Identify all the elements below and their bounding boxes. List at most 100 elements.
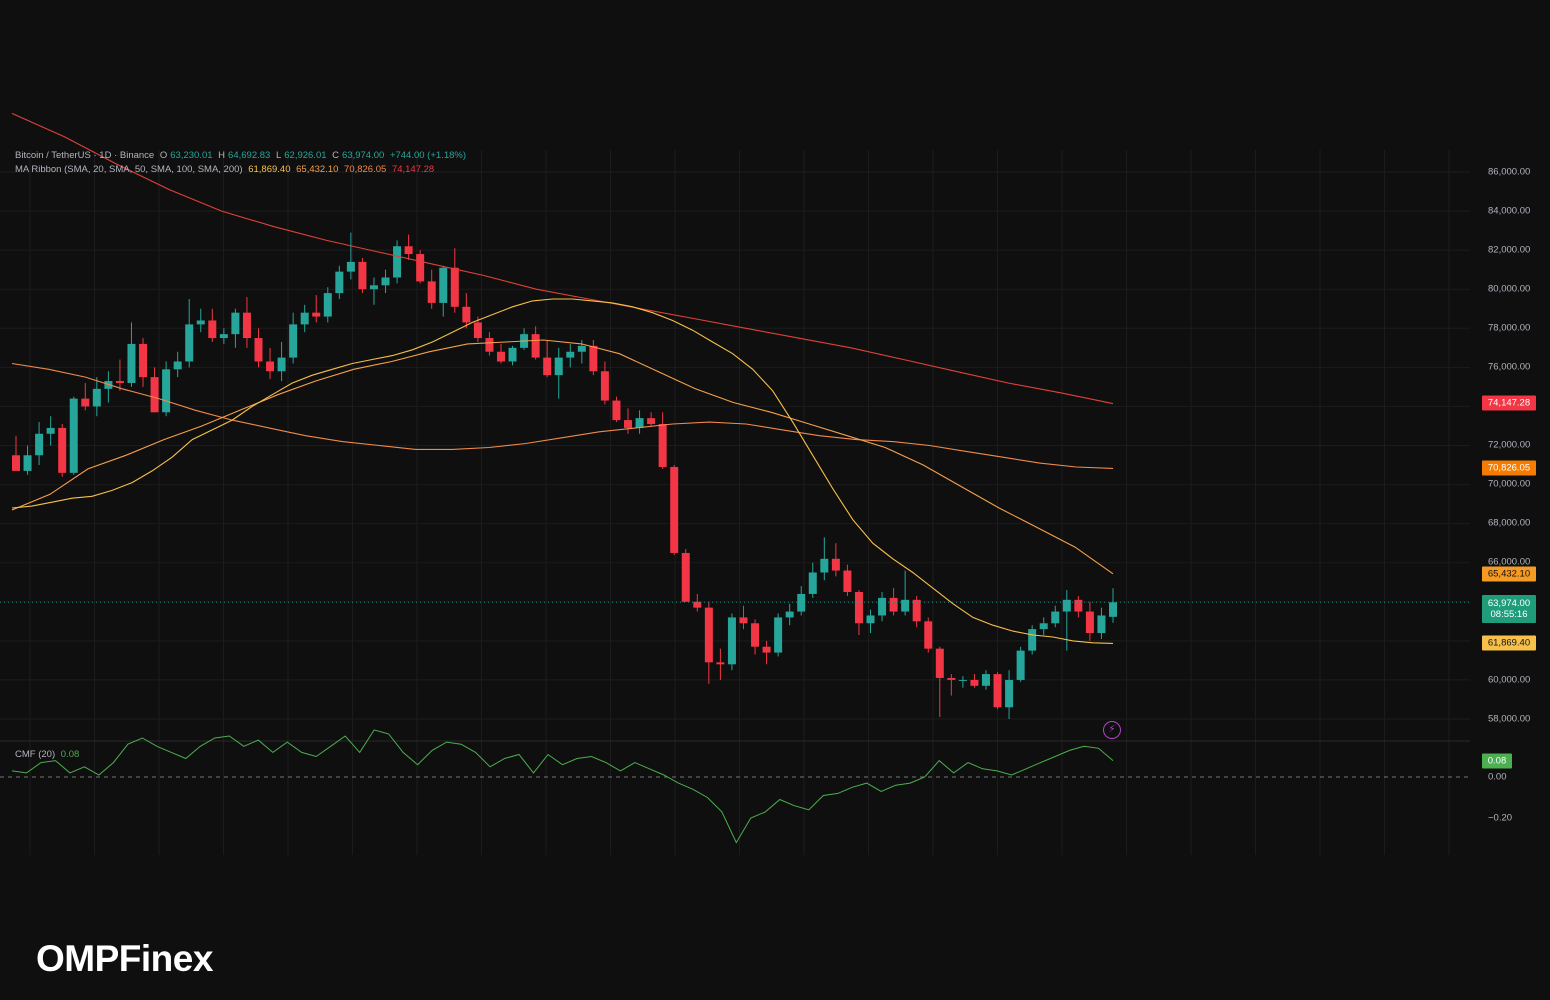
candle-body — [820, 558, 829, 573]
candle-body — [46, 427, 55, 434]
low-value: 62,926.01 — [284, 150, 327, 161]
candle-body — [35, 433, 44, 456]
candle-body — [404, 246, 413, 255]
ma-ribbon-label: MA Ribbon (SMA, 20, SMA, 50, SMA, 100, S… — [15, 164, 243, 175]
cmf-price-tag: 0.08 — [1482, 753, 1512, 769]
ma100-price-tag: 70,826.05 — [1482, 460, 1536, 476]
ma50-value: 65,432.10 — [296, 164, 339, 175]
price-axis-label: 60,000.00 — [1488, 674, 1531, 686]
price-axis-label: 80,000.00 — [1488, 283, 1531, 295]
candle-body — [797, 593, 806, 612]
ma20-line — [11, 298, 1114, 644]
close-label: C — [332, 150, 340, 161]
candle-body — [543, 357, 552, 376]
candle-body — [808, 572, 817, 594]
candle-body — [981, 674, 990, 686]
close-value: 63,974.00 — [342, 150, 385, 161]
candle-body — [1109, 602, 1117, 617]
candle-body — [219, 334, 228, 339]
candle-body — [450, 267, 459, 307]
candle-body — [127, 343, 136, 383]
candle-body — [162, 369, 171, 413]
candle-body — [346, 261, 355, 272]
candle-body — [289, 324, 298, 358]
high-value: 64,692.83 — [228, 150, 271, 161]
candle-body — [727, 617, 736, 665]
candle-body — [878, 597, 887, 616]
candle-body — [993, 674, 1002, 708]
candle-body — [185, 324, 194, 362]
candle-body — [589, 345, 598, 372]
candle-body — [508, 347, 517, 362]
candle-body — [416, 254, 425, 282]
open-value: 63,230.01 — [170, 150, 213, 161]
candle-body — [12, 455, 20, 471]
candle-body — [312, 312, 321, 317]
cmf-value: 0.08 — [60, 749, 80, 760]
candle-body — [496, 351, 505, 362]
countdown-value: 08:55:16 — [1490, 609, 1528, 620]
price-axis-label: 72,000.00 — [1488, 439, 1531, 451]
candle-body — [92, 388, 101, 407]
candle-body — [647, 418, 656, 425]
candle-body — [462, 306, 471, 323]
brand-logo: OMPFinex — [36, 938, 213, 979]
price-axis-label: 76,000.00 — [1488, 361, 1531, 373]
cmf-axis-label: 0.00 — [1488, 771, 1507, 783]
price-axis-label: 70,000.00 — [1488, 478, 1531, 490]
candle-body — [693, 601, 702, 608]
candle-body — [901, 599, 910, 612]
candle-body — [58, 427, 67, 473]
candle-body — [81, 398, 90, 407]
ma200-line — [11, 112, 1114, 405]
candle-body — [150, 377, 159, 413]
candle-body — [485, 338, 494, 352]
change-value: +744.00 (+1.18%) — [389, 150, 466, 161]
candle-body — [1028, 629, 1037, 651]
candle-body — [716, 662, 725, 665]
high-label: H — [218, 150, 226, 161]
cmf-axis-label: −0.20 — [1488, 812, 1513, 824]
candle-body — [1085, 611, 1094, 634]
symbol-legend: Bitcoin / TetherUS · 1D · Binance O 63,23… — [15, 150, 469, 162]
ma100-line — [11, 362, 1114, 469]
candle-body — [1016, 650, 1025, 680]
candle-body — [208, 320, 217, 339]
ma20-price-tag: 61,869.40 — [1482, 635, 1536, 651]
candle-body — [554, 357, 563, 376]
price-axis-label: 66,000.00 — [1488, 556, 1531, 568]
candle-body — [704, 607, 713, 663]
candle-body — [831, 558, 840, 571]
candle-body — [173, 361, 182, 370]
candle-body — [381, 277, 390, 286]
candle-body — [115, 381, 124, 383]
candle-body — [774, 617, 783, 653]
candle-body — [1039, 623, 1048, 630]
candle-body — [69, 398, 78, 473]
candle-body — [924, 621, 933, 649]
ma-ribbon-legend: MA Ribbon (SMA, 20, SMA, 50, SMA, 100, S… — [15, 164, 437, 176]
candle-body — [843, 570, 852, 593]
low-label: L — [275, 150, 282, 161]
candle-body — [393, 246, 402, 278]
candle-body — [670, 466, 679, 553]
candle-body — [139, 343, 148, 378]
price-axis-label: 82,000.00 — [1488, 244, 1531, 256]
candle-body — [970, 679, 979, 686]
candle-body — [658, 424, 667, 467]
lightning-icon[interactable]: ⚡ — [1103, 721, 1121, 739]
cmf-legend: CMF (20) 0.08 — [15, 749, 82, 761]
candle-body — [577, 345, 586, 352]
candle-body — [600, 371, 609, 401]
candle-body — [785, 611, 794, 618]
candle-body — [254, 338, 263, 362]
candle-body — [266, 361, 275, 372]
ma20-value: 61,869.40 — [248, 164, 291, 175]
candle-body — [624, 420, 633, 428]
ma200-value: 74,147.28 — [391, 164, 435, 175]
candle-body — [1097, 615, 1106, 634]
candle-body — [1074, 599, 1083, 612]
candle-body — [369, 285, 378, 290]
candle-body — [335, 271, 344, 294]
